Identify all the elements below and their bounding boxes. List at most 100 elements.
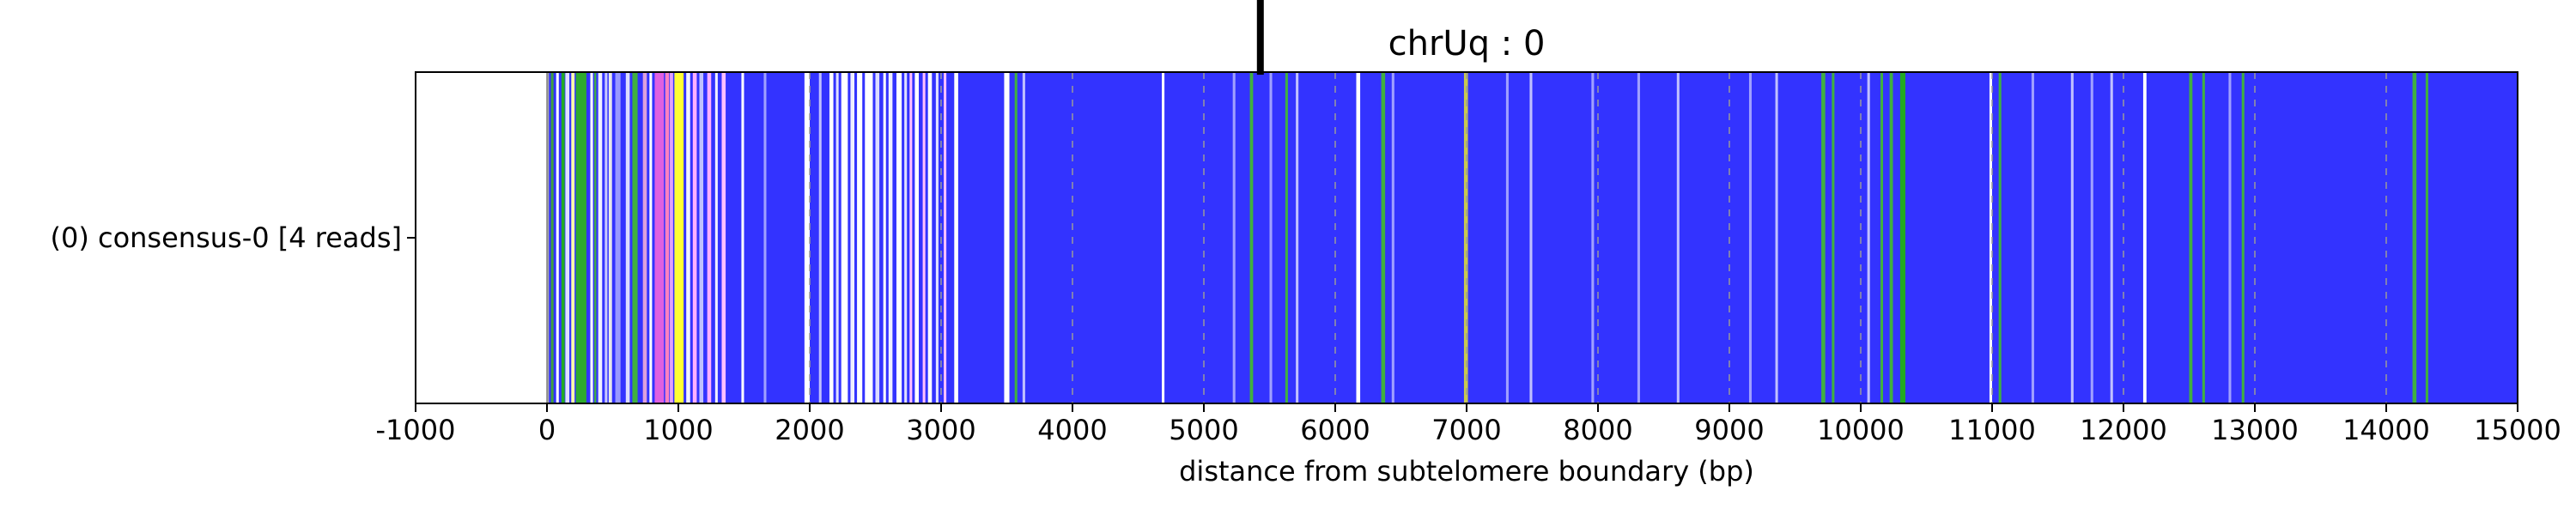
- feature-band: [1296, 72, 1299, 403]
- feature-band: [707, 72, 712, 403]
- feature-band: [1463, 72, 1468, 403]
- x-tick-label: 12000: [2080, 414, 2167, 446]
- feature-band: [714, 72, 718, 403]
- x-tick-label: 13000: [2211, 414, 2299, 446]
- x-tick-label: 10000: [1817, 414, 1905, 446]
- feature-band: [692, 72, 697, 403]
- feature-band: [632, 72, 638, 403]
- feature-band: [1381, 72, 1386, 403]
- feature-band: [1022, 72, 1025, 403]
- feature-band: [575, 72, 586, 403]
- feature-band: [835, 72, 839, 403]
- x-tick-label: 14000: [2342, 414, 2430, 446]
- feature-band: [1889, 72, 1893, 403]
- feature-band: [665, 72, 670, 403]
- feature-band: [909, 72, 913, 403]
- feature-band: [2090, 72, 2093, 403]
- feature-band: [615, 72, 621, 403]
- feature-band: [556, 72, 559, 403]
- feature-band: [841, 72, 848, 403]
- feature-band: [649, 72, 653, 403]
- feature-band: [1821, 72, 1826, 403]
- feature-band: [857, 72, 863, 403]
- feature-band: [594, 72, 597, 403]
- feature-band: [608, 72, 612, 403]
- feature-band: [2070, 72, 2074, 403]
- feature-band: [804, 72, 810, 403]
- feature-band: [1505, 72, 1509, 403]
- feature-band: [565, 72, 570, 403]
- feature-band: [914, 72, 919, 403]
- feature-band: [1162, 72, 1165, 403]
- feature-band: [2031, 72, 2034, 403]
- feature-band: [1637, 72, 1640, 403]
- feature-band: [883, 72, 886, 403]
- x-tick-label: 8000: [1563, 414, 1632, 446]
- y-axis: (0) consensus-0 [4 reads]: [50, 221, 416, 254]
- feature-band: [1285, 72, 1288, 403]
- feature-band: [590, 72, 593, 403]
- feature-band: [547, 72, 550, 403]
- feature-band: [654, 72, 665, 403]
- feature-band: [1899, 72, 1906, 403]
- feature-band: [2425, 72, 2428, 403]
- x-tick-label: 11000: [1948, 414, 2036, 446]
- feature-band: [2228, 72, 2232, 403]
- feature-band: [922, 72, 926, 403]
- feature-band: [674, 72, 684, 403]
- x-tick-label: 9000: [1694, 414, 1764, 446]
- feature-band: [1748, 72, 1753, 403]
- feature-band: [1998, 72, 2002, 403]
- feature-band: [763, 72, 767, 403]
- feature-band: [670, 72, 673, 403]
- feature-band: [818, 72, 822, 403]
- feature-band: [721, 72, 726, 403]
- feature-band: [2412, 72, 2417, 403]
- x-tick-label: 3000: [906, 414, 975, 446]
- feature-band: [642, 72, 647, 403]
- feature-band: [571, 72, 575, 403]
- plot-area: [415, 0, 2518, 404]
- feature-band: [686, 72, 690, 403]
- x-tick-label: 4000: [1037, 414, 1107, 446]
- row-label: (0) consensus-0 [4 reads]: [50, 221, 402, 254]
- feature-band: [888, 72, 893, 403]
- x-tick-label: 2000: [775, 414, 844, 446]
- feature-band: [1232, 72, 1236, 403]
- feature-band: [598, 72, 603, 403]
- feature-band: [927, 72, 933, 403]
- feature-band: [1880, 72, 1884, 403]
- feature-band: [954, 72, 958, 403]
- x-tick-label: 0: [538, 414, 556, 446]
- x-tick-label: 5000: [1169, 414, 1238, 446]
- feature-band: [1867, 72, 1870, 403]
- feature-band: [1676, 72, 1680, 403]
- feature-band: [2142, 72, 2147, 403]
- feature-band: [875, 72, 880, 403]
- feature-band: [699, 72, 704, 403]
- feature-band: [2189, 72, 2193, 403]
- feature-band: [2241, 72, 2245, 403]
- x-tick-label: 1000: [643, 414, 713, 446]
- x-tick-label: -1000: [376, 414, 456, 446]
- feature-band: [1775, 72, 1778, 403]
- feature-band: [1591, 72, 1595, 403]
- feature-band: [1529, 72, 1533, 403]
- x-tick-label: 15000: [2474, 414, 2561, 446]
- x-tick-label: 6000: [1300, 414, 1370, 446]
- feature-band: [550, 72, 554, 403]
- feature-band: [625, 72, 630, 403]
- chart-title: chrUq : 0: [1388, 24, 1546, 64]
- feature-band: [561, 72, 565, 403]
- x-axis: -1000 0 1000 2000 3000 4000 5000 6000 7000 8000 90…: [376, 403, 2561, 446]
- feature-band: [1249, 72, 1254, 403]
- feature-band: [1832, 72, 1835, 403]
- feature-band: [850, 72, 855, 403]
- feature-band: [1391, 72, 1394, 403]
- feature-band: [896, 72, 902, 403]
- feature-band: [1014, 72, 1018, 403]
- feature-band: [865, 72, 873, 403]
- feature-band: [944, 72, 947, 403]
- feature-band: [1989, 72, 1992, 403]
